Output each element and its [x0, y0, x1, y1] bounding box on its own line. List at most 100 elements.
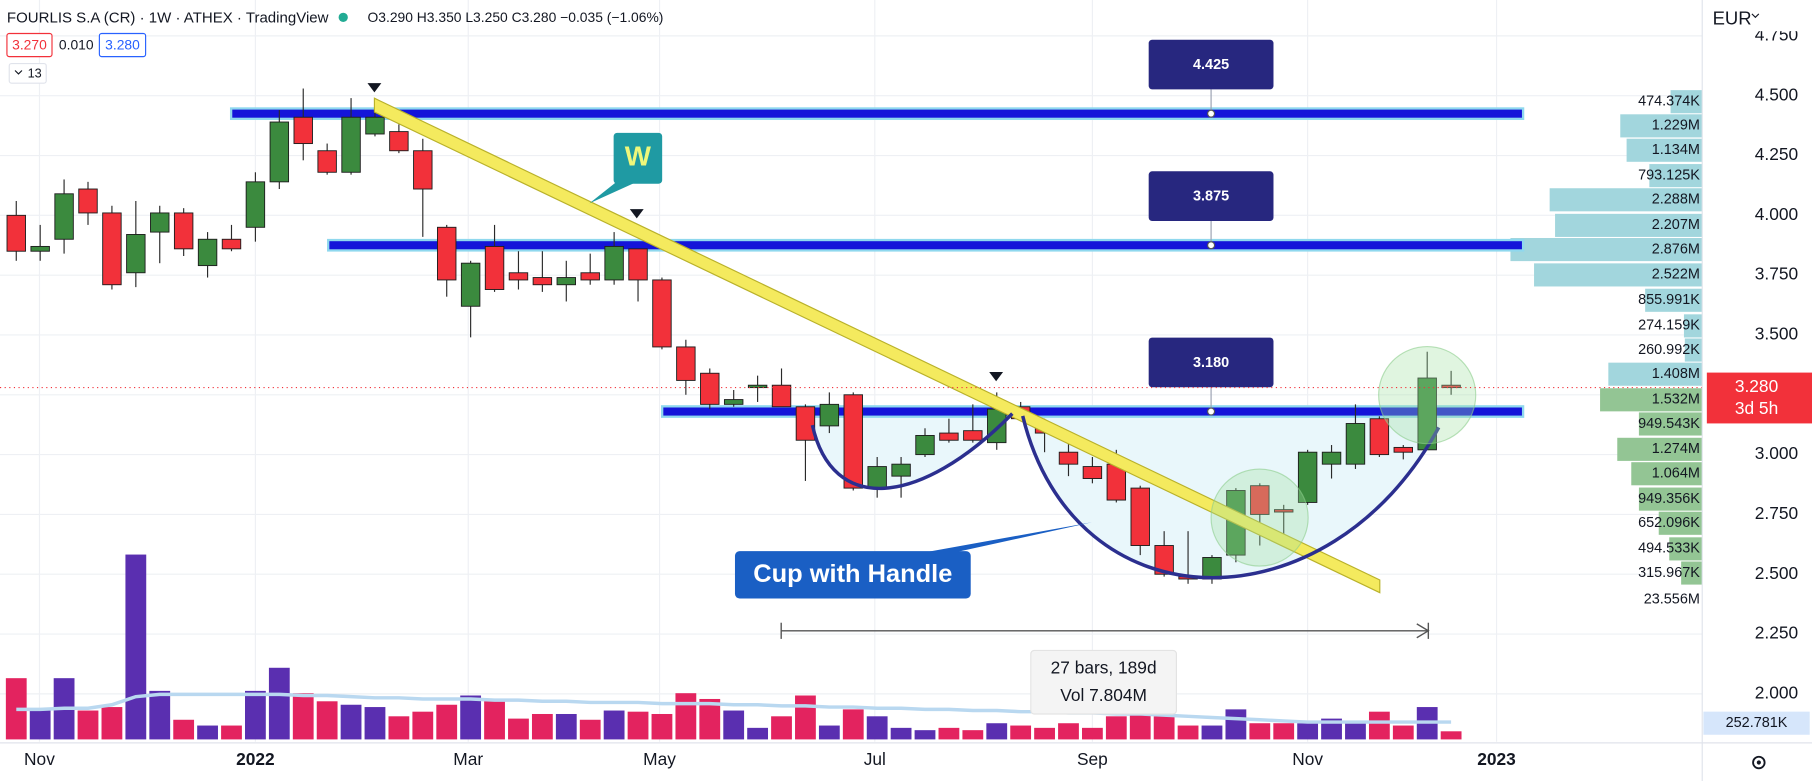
level-anchor — [1207, 241, 1216, 250]
profile-bar — [1658, 511, 1703, 535]
bid-box[interactable] — [6, 32, 53, 58]
volume-bar — [627, 711, 649, 740]
volume-bar — [5, 678, 27, 740]
profile-label: 2.207M — [1652, 217, 1700, 233]
y-tick-label: 4.250 — [1755, 144, 1798, 164]
candle-body — [6, 214, 26, 252]
candle-body — [484, 245, 505, 290]
volume-bar — [1105, 716, 1127, 740]
candle-body — [1393, 446, 1413, 453]
candle-body — [1274, 509, 1294, 513]
candle-body — [173, 212, 194, 250]
profile-label: 494.533K — [1638, 541, 1700, 557]
candle-body — [30, 245, 50, 252]
currency[interactable]: EUR — [1703, 0, 1812, 32]
level-label: 3.875 — [1193, 189, 1229, 205]
volume-bar — [651, 713, 673, 740]
ohlc-readout: O3.290 H3.350 L3.250 C3.280 −0.035 (−1.0… — [367, 9, 663, 25]
candle-body — [1297, 451, 1318, 503]
volume-bar — [316, 701, 338, 740]
profile-bar — [1600, 388, 1703, 412]
volume-label-box — [1703, 711, 1810, 735]
volume-bar — [938, 727, 960, 740]
profile-total: 23.556M — [1644, 591, 1700, 607]
chevron — [1751, 13, 1760, 19]
profile-bar — [1670, 90, 1703, 114]
last-price-box — [1706, 372, 1812, 424]
profile-label: 1.532M — [1652, 392, 1700, 408]
profile-bar — [1684, 338, 1703, 362]
profile-label: 2.876M — [1652, 241, 1700, 257]
gear[interactable] — [1752, 755, 1766, 770]
back-layer — [5, 90, 1703, 740]
profile-label: 315.967K — [1638, 565, 1700, 581]
level-label: 4.425 — [1193, 57, 1229, 73]
volume-bar — [914, 730, 936, 740]
profile-bar — [1608, 362, 1703, 386]
volume-bar — [890, 727, 912, 740]
volume-bar — [579, 719, 601, 740]
profile-bar — [1683, 314, 1703, 338]
profile-bar — [1638, 487, 1703, 511]
candle-body — [867, 466, 887, 489]
candle-body — [1250, 485, 1270, 515]
x-tick-label: Jul — [864, 749, 886, 769]
profile-bar — [1681, 561, 1703, 585]
front-layer: 474.374K 1.229M 1.134M 793.125K 2.288M 2.207M… — [0, 39, 1810, 735]
candle-body — [987, 408, 1007, 444]
indicators-count[interactable]: 13 — [28, 65, 42, 80]
candle-body — [437, 226, 457, 281]
volume-bar — [364, 707, 386, 740]
candle-body — [317, 150, 337, 173]
range-text: 27 bars, 189d — [1051, 658, 1157, 678]
volume-bar — [1249, 723, 1271, 740]
volume-bar — [1440, 731, 1462, 740]
gear-hub — [1756, 760, 1761, 765]
volume-bar — [555, 713, 577, 740]
candle-body — [508, 272, 529, 281]
y-tick-label: 2.250 — [1755, 623, 1798, 643]
profile-label: 474.374K — [1638, 94, 1700, 110]
profile-label: 855.991K — [1638, 292, 1700, 308]
highlight-circle — [1378, 346, 1477, 445]
profile-bar — [1631, 462, 1703, 486]
y-tick-label: 2.000 — [1755, 682, 1798, 702]
volume-bar — [221, 725, 242, 740]
currency-label[interactable]: EUR — [1713, 8, 1752, 29]
last-price: 3.280 — [1735, 376, 1778, 396]
candle-body — [365, 116, 385, 135]
volume-bar — [842, 709, 864, 740]
countdown: 3d 5h — [1735, 398, 1778, 418]
volume-bar — [77, 710, 99, 740]
volume-bar — [1153, 716, 1175, 740]
volume-bar — [1345, 723, 1366, 740]
candle-body — [1321, 451, 1342, 465]
volume-bar — [1297, 723, 1319, 740]
candle-body — [700, 372, 720, 405]
chevron — [14, 70, 23, 75]
candle-body — [652, 279, 672, 348]
profile-bar — [1534, 263, 1703, 287]
status-dot — [338, 12, 348, 22]
profile-label: 1.064M — [1652, 466, 1700, 482]
volume-bar — [866, 716, 888, 740]
candle-body — [795, 406, 816, 441]
handle-curve — [810, 412, 1014, 491]
bid[interactable]: 3.270 — [12, 36, 47, 52]
volume-bar — [1129, 708, 1151, 740]
indicators-box[interactable] — [8, 62, 47, 84]
ask[interactable]: 3.280 — [105, 36, 140, 52]
candle-body — [197, 238, 218, 267]
level-line — [229, 107, 1525, 121]
profile-label: 652.096K — [1638, 515, 1700, 531]
ask-box[interactable] — [98, 32, 147, 58]
settings[interactable] — [1752, 755, 1766, 770]
marker — [989, 372, 1004, 382]
volume-bar — [460, 695, 482, 740]
candle-body — [723, 399, 744, 405]
profile-bar — [1555, 213, 1703, 237]
marker — [367, 83, 382, 93]
